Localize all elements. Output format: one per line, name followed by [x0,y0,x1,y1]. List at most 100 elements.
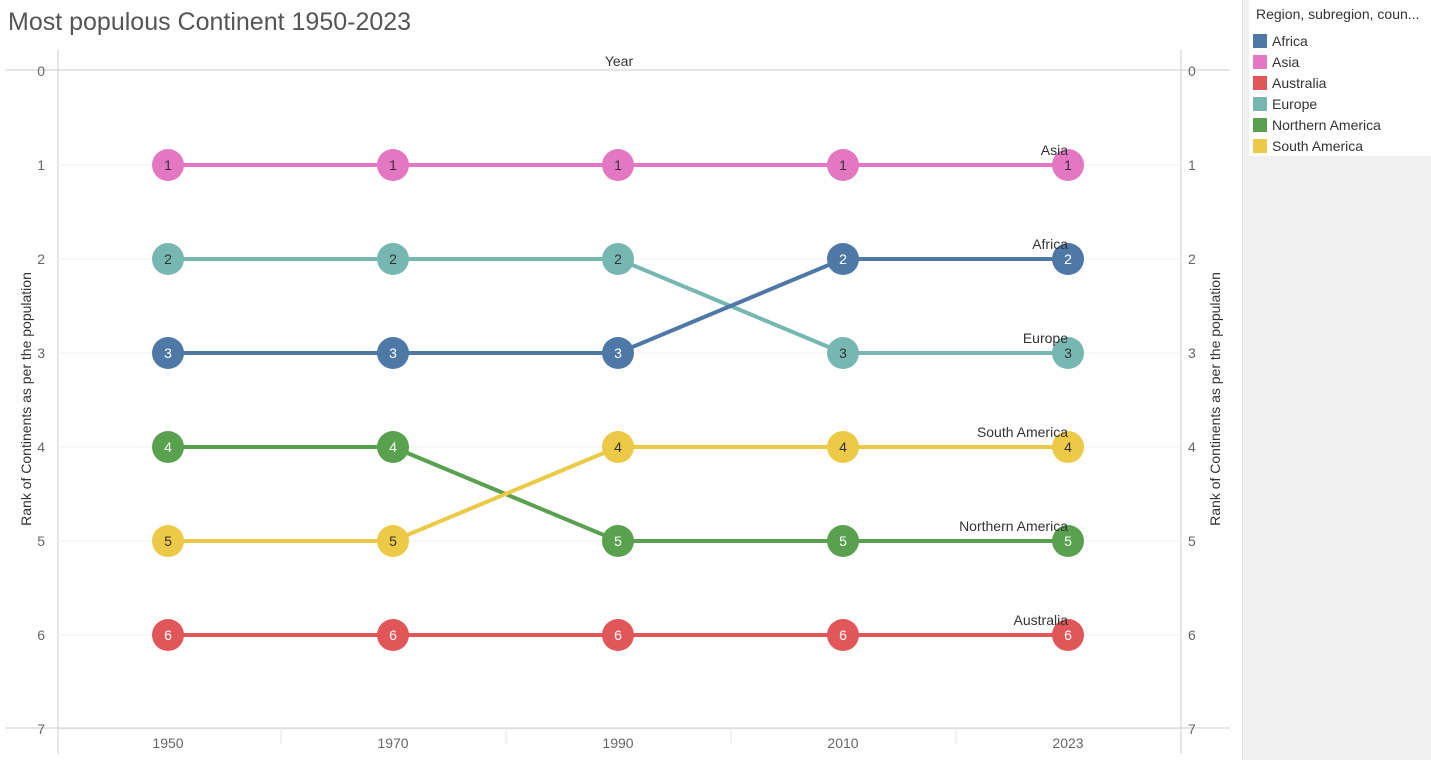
data-point [1052,337,1084,369]
data-label: 2 [164,251,172,267]
series-end-label: Africa [1032,236,1068,252]
data-label: 5 [839,533,847,549]
data-label: 5 [389,533,397,549]
x-tick-label: 1990 [602,735,633,751]
legend-label: Africa [1272,33,1308,49]
data-label: 6 [1064,627,1072,643]
y-tick-label-right: 4 [1188,439,1196,455]
data-label: 2 [839,251,847,267]
legend-label: South America [1272,138,1364,154]
data-point [1052,149,1084,181]
x-tick-label: 2010 [827,735,858,751]
y-tick-label-right: 3 [1188,345,1196,361]
legend-box: Region, subregion, coun... Africa Asia Aus… [1249,0,1431,156]
data-point [1052,431,1084,463]
data-point [1052,619,1084,651]
data-point [152,337,184,369]
y-tick-label-left: 2 [37,251,45,267]
data-point [827,431,859,463]
y-tick-label-left: 0 [37,63,45,79]
legend-item[interactable]: Europe [1253,94,1317,114]
data-label: 6 [389,627,397,643]
data-point [827,243,859,275]
data-label: 2 [1064,251,1072,267]
data-point [602,243,634,275]
y-tick-label-right: 1 [1188,157,1196,173]
legend-swatch [1253,97,1267,111]
legend-item[interactable]: South America [1253,136,1363,156]
data-label: 5 [1064,533,1072,549]
data-point [1052,243,1084,275]
chart-title: Most populous Continent 1950-2023 [8,8,412,36]
series-end-label: Europe [1023,330,1068,346]
data-point [827,619,859,651]
legend-item[interactable]: Asia [1253,52,1299,72]
data-label: 3 [839,345,847,361]
data-point [602,149,634,181]
legend-panel: Region, subregion, coun... Africa Asia Aus… [1242,0,1431,760]
data-point [377,431,409,463]
y-tick-label-left: 5 [37,533,45,549]
legend-swatch [1253,34,1267,48]
data-label: 5 [614,533,622,549]
data-label: 4 [389,439,397,455]
series-points: 1 1 1 1 1 2 2 2 3 3 3 3 3 2 2 4 4 5 5 5 5 5 4 4 4 6 6 6 6 6 [152,149,1084,651]
series-end-label: Asia [1041,142,1068,158]
legend-item[interactable]: Australia [1253,73,1326,93]
legend-swatch [1253,76,1267,90]
data-label: 1 [164,157,172,173]
legend-label: Asia [1272,54,1300,70]
data-point [377,149,409,181]
series-end-labels: Asia Europe Africa Northern America South Am… [959,142,1068,628]
legend-title[interactable]: Region, subregion, coun... [1256,6,1420,22]
data-label: 4 [164,439,172,455]
data-point [152,431,184,463]
y-tick-label-left: 1 [37,157,45,173]
y-axis-title-left: Rank of Continents as per the population [18,272,34,526]
data-label: 1 [839,157,847,173]
x-tick-label: 1950 [152,735,183,751]
y-tick-label-left: 4 [37,439,45,455]
data-label: 4 [839,439,847,455]
data-point [1052,525,1084,557]
y-tick-label-left: 7 [37,721,45,737]
data-point [377,337,409,369]
data-label: 4 [614,439,622,455]
y-tick-label-left: 3 [37,345,45,361]
data-label: 4 [1064,439,1072,455]
data-label: 6 [614,627,622,643]
y-tick-label-right: 6 [1188,627,1196,643]
data-label: 2 [614,251,622,267]
legend-swatch [1253,139,1267,153]
legend-label: Australia [1272,75,1327,91]
data-point [602,525,634,557]
data-point [152,525,184,557]
data-label: 6 [839,627,847,643]
data-label: 1 [1064,157,1072,173]
data-label: 2 [389,251,397,267]
data-point [827,337,859,369]
chart-frame [5,50,1230,754]
rank-chart: 0 0 1 1 2 2 3 3 4 4 5 5 6 6 7 7 1950 1970 1990 2010 2023 Year… [5,50,1230,754]
x-tick-label: 2023 [1052,735,1083,751]
y-tick-label-right: 0 [1188,63,1196,79]
data-label: 6 [164,627,172,643]
legend-item[interactable]: Northern America [1253,115,1381,135]
x-tick-label: 1970 [377,735,408,751]
y-tick-label-left: 6 [37,627,45,643]
data-label: 3 [614,345,622,361]
y-tick-label-right: 7 [1188,721,1196,737]
data-point [377,243,409,275]
data-point [152,243,184,275]
y-tick-label-right: 2 [1188,251,1196,267]
legend-label: Europe [1272,96,1318,112]
legend-label: Northern America [1272,117,1381,133]
data-point [377,619,409,651]
data-point [827,149,859,181]
data-label: 5 [164,533,172,549]
data-point [827,525,859,557]
legend-swatch [1253,118,1267,132]
data-point [602,619,634,651]
legend-item[interactable]: Africa [1253,31,1308,51]
data-label: 1 [614,157,622,173]
